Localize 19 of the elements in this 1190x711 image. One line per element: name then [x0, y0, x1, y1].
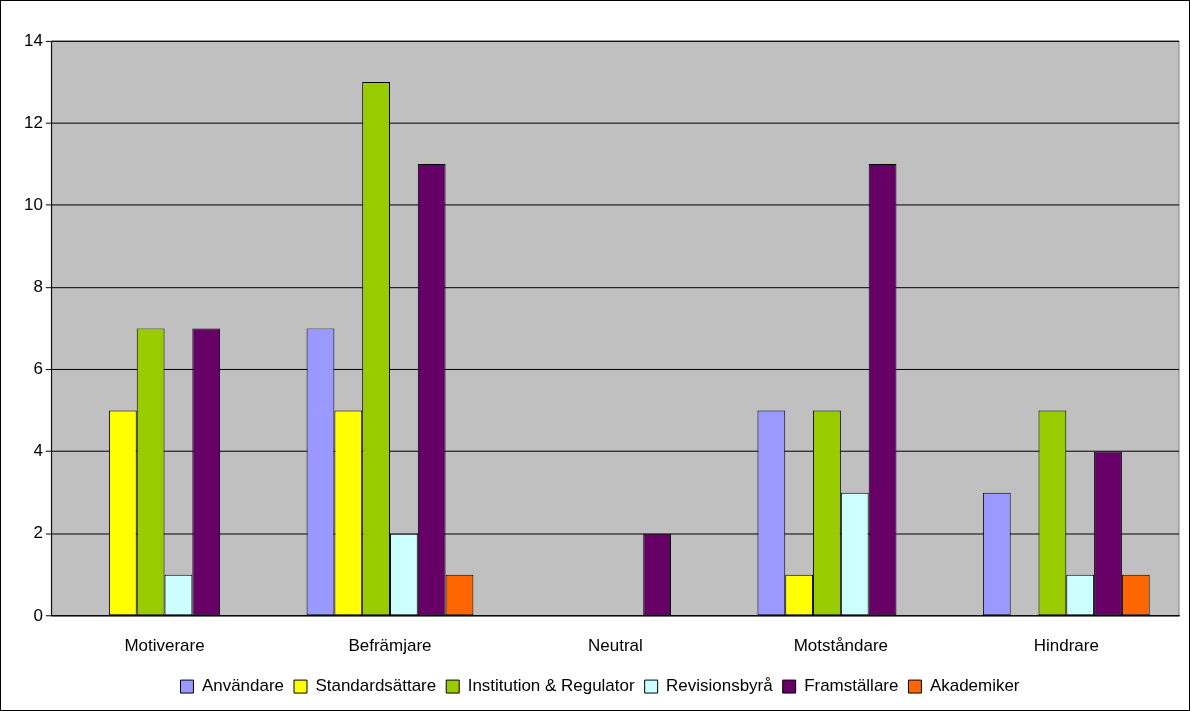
legend-label: Standardsättare: [315, 676, 437, 696]
x-tick-label: Befrämjare: [348, 635, 432, 655]
legend-label: Framställare: [804, 676, 899, 696]
x-tick-label: Hindrare: [1033, 635, 1099, 655]
y-tick-label: 10: [23, 194, 43, 214]
y-tick-label: 0: [33, 605, 43, 625]
y-tick-label: 4: [33, 441, 43, 461]
y-tick-label: 12: [23, 112, 43, 132]
legend-label: Användare: [201, 676, 284, 696]
y-tick-label: 14: [23, 30, 43, 50]
legend-label: Akademiker: [929, 676, 1020, 696]
x-tick-label: Motiverare: [124, 635, 205, 655]
y-tick-label: 8: [33, 276, 43, 296]
x-tick-label: Motståndare: [793, 635, 889, 655]
x-tick-label: Neutral: [588, 635, 643, 655]
y-tick-label: 6: [33, 359, 43, 379]
y-tick-label: 2: [33, 523, 43, 543]
legend-label: Revisionsbyrå: [666, 676, 774, 696]
legend-label: Institution & Regulator: [467, 676, 635, 696]
